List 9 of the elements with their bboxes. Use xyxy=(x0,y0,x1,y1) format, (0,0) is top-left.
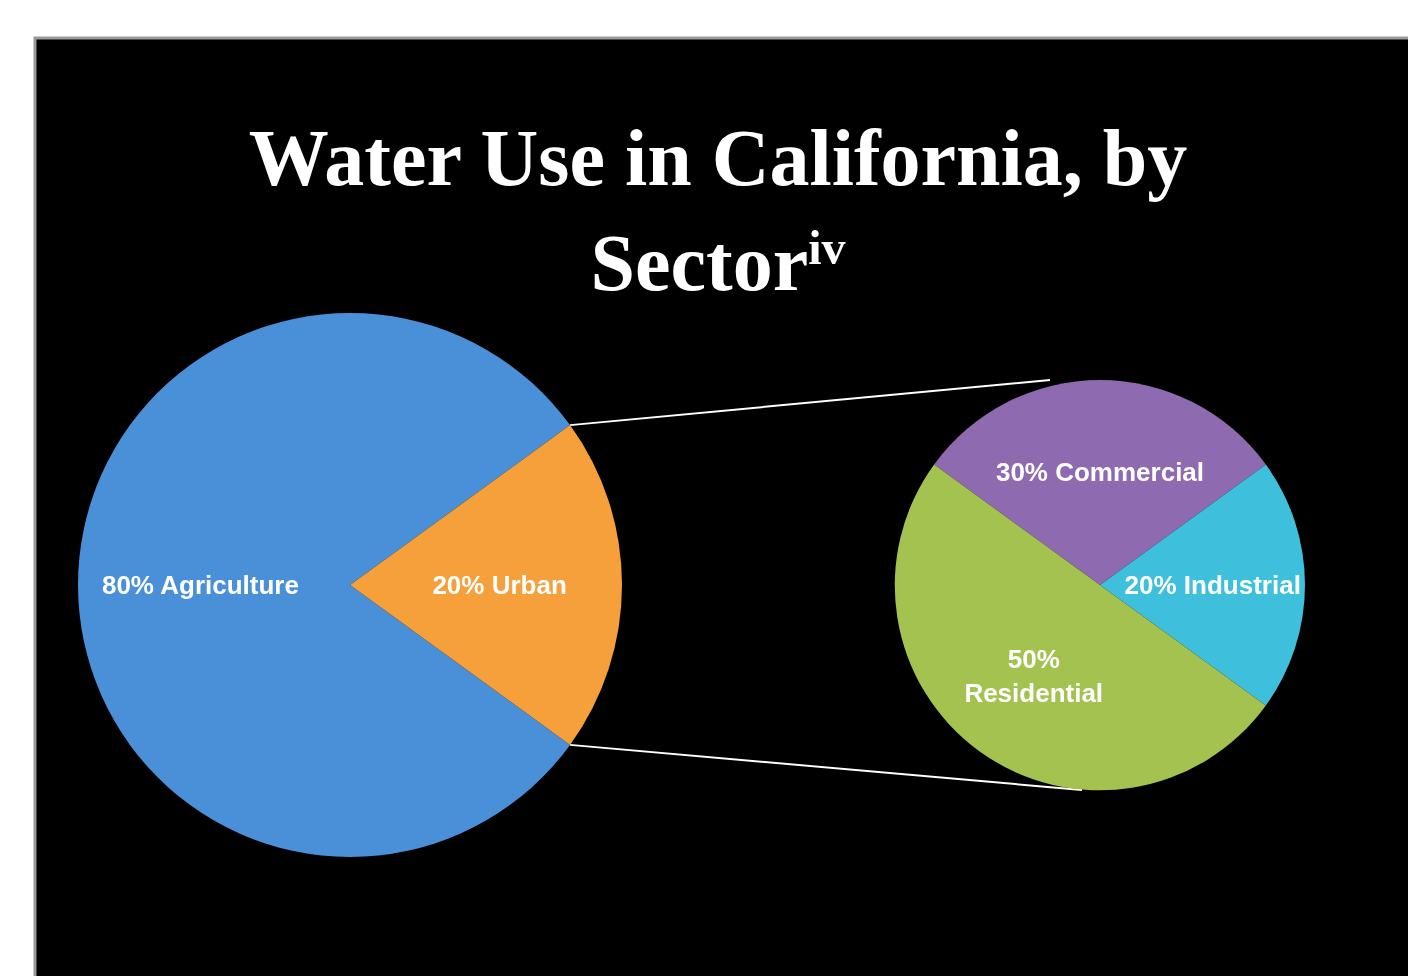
slice-label: 20% Industrial xyxy=(1124,570,1301,601)
pie-slice xyxy=(350,425,622,745)
slice-label: 80% Agriculture xyxy=(101,570,299,601)
slice-label: 30% Commercial xyxy=(995,457,1205,488)
slice-label: Residential xyxy=(964,678,1104,709)
pie-slice xyxy=(78,313,571,857)
slice-label: 20% Urban xyxy=(432,570,567,601)
chart-title: Water Use in California, by Sector$^{iv}$ xyxy=(248,114,1188,307)
data-label: 50% xyxy=(1007,644,1060,675)
